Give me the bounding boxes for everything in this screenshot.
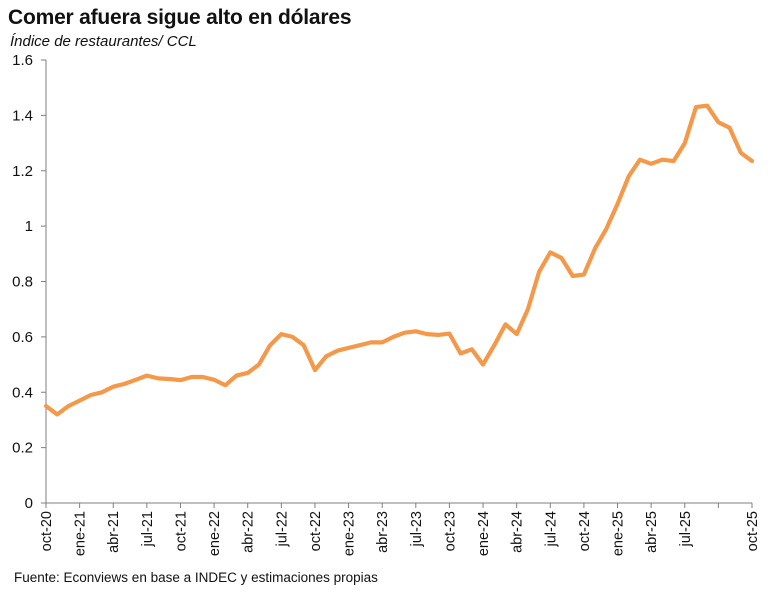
series-line	[43, 103, 755, 417]
x-tick-label: oct-25	[745, 511, 761, 551]
x-tick-label: jul-21	[140, 511, 156, 547]
chart-title: Comer afuera sigue alto en dólares	[8, 6, 352, 29]
y-tick-label: 0.6	[12, 329, 33, 346]
x-tick-label: ene-24	[476, 511, 492, 556]
chart-series	[43, 103, 755, 417]
x-tick-label: oct-21	[173, 511, 189, 551]
y-tick-label: 0.2	[12, 440, 33, 457]
chart-axes	[45, 60, 752, 504]
x-axis-ticks: oct-20 ene-21 abr-21 jul-21 oct-21 ene-22 abr-…	[39, 503, 761, 556]
x-tick-label: ene-21	[73, 511, 89, 556]
chart-source: Fuente: Econviews en base a INDEC y esti…	[14, 570, 378, 585]
y-tick-label: 0.4	[12, 384, 33, 401]
y-tick-label: 1.6	[12, 52, 33, 69]
x-tick-label: ene-25	[611, 511, 627, 556]
x-tick-label: ene-23	[342, 511, 358, 556]
y-tick-label: 0.8	[12, 274, 33, 291]
chart-subtitle: Índice de restaurantes/ CCL	[10, 33, 197, 50]
y-tick-label: 1.2	[12, 163, 33, 180]
x-tick-label: oct-22	[308, 511, 324, 551]
x-tick-label: ene-22	[207, 511, 223, 556]
x-tick-label: abr-24	[510, 511, 526, 553]
y-tick-label: 1	[25, 218, 33, 235]
x-tick-label: oct-24	[577, 511, 593, 551]
x-tick-label: oct-23	[442, 511, 458, 551]
x-tick-label: jul-23	[409, 511, 425, 547]
x-tick-label: jul-24	[543, 511, 559, 547]
x-tick-label: jul-25	[678, 511, 694, 547]
y-tick-label: 0	[25, 495, 33, 512]
x-tick-label: abr-25	[644, 511, 660, 553]
x-tick-label: abr-22	[241, 511, 257, 553]
x-tick-label: abr-23	[375, 511, 391, 553]
x-tick-label: abr-21	[106, 511, 122, 553]
x-tick-label: jul-22	[274, 511, 290, 547]
x-tick-label: oct-20	[39, 511, 55, 551]
y-tick-label: 1.4	[12, 107, 33, 124]
y-axis-ticks: 0 0.2 0.4 0.6 0.8 1 1.2 1.4 1.6	[12, 52, 46, 512]
